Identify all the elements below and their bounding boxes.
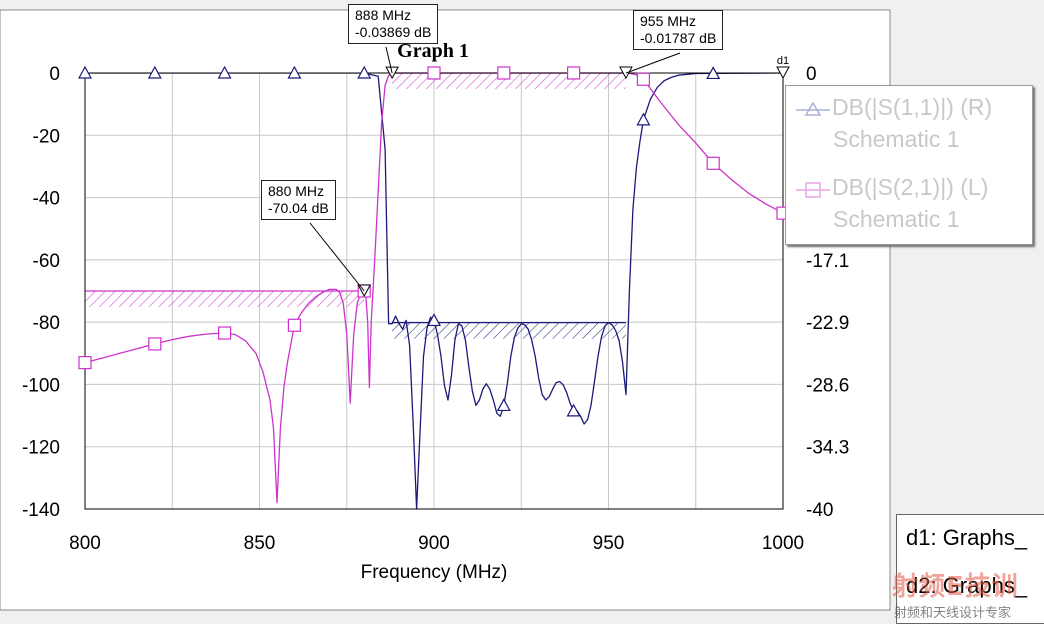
- triangle-marker: [147, 65, 162, 79]
- y-right-tick-label: -40: [806, 500, 833, 521]
- y-left-tick-label: -80: [33, 313, 60, 334]
- triangle-marker: [287, 65, 302, 79]
- triangle-marker-icon: [794, 99, 832, 119]
- limit-hatch: [85, 291, 365, 307]
- legend-s11-name: DB(|S(1,1)|) (R): [832, 94, 993, 120]
- watermark-logo: 射频E技训 射频和天线设计专家: [888, 566, 1044, 621]
- marker-888-freq: 888 MHz: [355, 7, 412, 23]
- y-left-tick-label: -20: [33, 126, 60, 147]
- x-axis-label: Frequency (MHz): [361, 562, 508, 583]
- y-left-tick-label: -100: [22, 375, 60, 396]
- triangle-marker: [217, 65, 232, 79]
- triangle-marker: [566, 403, 581, 417]
- square-marker: [566, 66, 581, 80]
- marker-888-value: -0.03869 dB: [355, 24, 432, 40]
- y-left-tick-label: -120: [22, 438, 60, 459]
- legend-s21-name: DB(|S(2,1)|) (L): [832, 174, 989, 200]
- annotation-leader-line: [309, 222, 365, 292]
- y-right-tick-label: -28.6: [806, 375, 849, 396]
- legend[interactable]: DB(|S(1,1)|) (R) Schematic 1 DB(|S(2,1)|…: [785, 85, 1033, 245]
- triangle-marker: [426, 313, 442, 327]
- legend-s21-subname: Schematic 1: [833, 206, 960, 232]
- square-marker-icon: [794, 179, 832, 199]
- y-left-tick-label: -40: [33, 189, 60, 210]
- triangle-marker: [496, 398, 511, 412]
- watermark-main-text: 射频E技训: [892, 572, 1019, 602]
- y-right-tick-label: -17.1: [806, 251, 849, 272]
- marker-880-freq: 880 MHz: [268, 183, 325, 199]
- series-s11-curve: [85, 73, 783, 509]
- marker-label-955[interactable]: 955 MHz -0.01787 dB: [633, 10, 724, 50]
- triangle-marker: [706, 66, 721, 80]
- legend-entry-s21[interactable]: DB(|S(2,1)|) (L): [794, 174, 988, 201]
- x-tick-label: 950: [593, 533, 625, 554]
- y-right-tick-label: -34.3: [806, 438, 849, 459]
- y-left-tick-label: 0: [49, 64, 60, 85]
- y-left-tick-label: -140: [22, 500, 60, 521]
- square-marker: [218, 326, 232, 340]
- end-marker: [776, 66, 790, 80]
- markers-panel-d2[interactable]: d2: Graphs_: [906, 573, 1028, 598]
- triangle-marker: [77, 65, 93, 79]
- x-tick-label: 1000: [762, 533, 804, 554]
- x-tick-label: 800: [69, 533, 101, 554]
- square-marker: [636, 72, 651, 86]
- x-tick-label: 850: [244, 533, 276, 554]
- square-marker: [287, 318, 301, 332]
- end-marker-label: d1: [777, 55, 789, 67]
- annotation-leader-line: [385, 46, 393, 74]
- limit-hatch: [392, 322, 626, 339]
- annotation-leaders: [309, 46, 681, 292]
- markers-panel-d1[interactable]: d1: Graphs_: [906, 525, 1028, 550]
- y-right-tick-label: -22.9: [806, 313, 849, 334]
- y-left-tick-label: -60: [33, 251, 60, 272]
- y-right-tick-label: 0: [806, 64, 817, 85]
- markers-panel[interactable]: d1: Graphs_ d2: Graphs_: [896, 514, 1044, 624]
- triangle-marker: [636, 112, 651, 126]
- chart-title: Graph 1: [397, 40, 469, 62]
- marker-955-freq: 955 MHz: [640, 13, 697, 29]
- square-marker: [427, 66, 441, 80]
- triangle-marker: [357, 65, 372, 79]
- marker-955-value: -0.01787 dB: [640, 30, 717, 46]
- square-marker: [497, 66, 511, 80]
- watermark-sub-text: 射频和天线设计专家: [894, 606, 1012, 621]
- legend-s11-subname: Schematic 1: [833, 126, 960, 152]
- marker-label-880[interactable]: 880 MHz -70.04 dB: [261, 180, 336, 220]
- square-marker: [78, 356, 92, 370]
- marker-880-value: -70.04 dB: [268, 200, 329, 216]
- legend-entry-s11[interactable]: DB(|S(1,1)|) (R): [794, 94, 992, 121]
- annotation-leader-line: [625, 52, 681, 74]
- x-tick-label: 900: [418, 533, 450, 554]
- square-marker: [706, 156, 720, 170]
- square-marker: [148, 337, 162, 351]
- marker-label-888[interactable]: 888 MHz -0.03869 dB: [348, 4, 439, 44]
